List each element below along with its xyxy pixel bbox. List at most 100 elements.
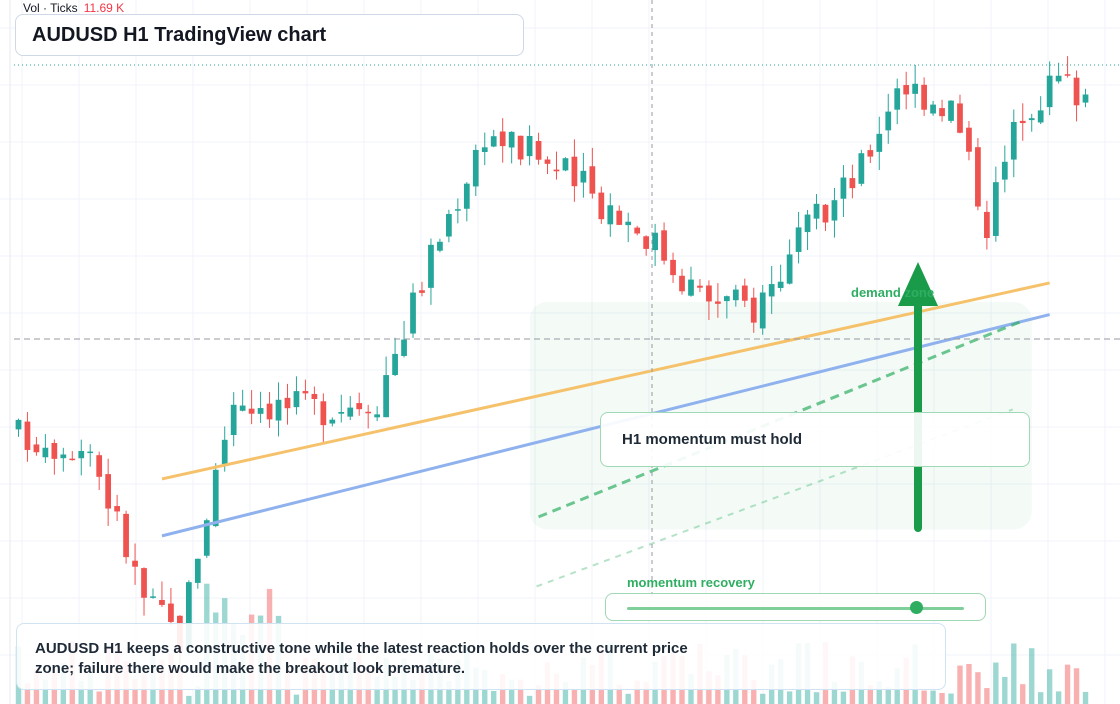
candle-body [481,147,488,152]
candle-body [302,391,309,394]
candle-body [741,285,748,301]
volume-bar [939,692,945,704]
candle-body [876,133,883,152]
candle-body [894,88,901,110]
analysis-note: AUDUSD H1 keeps a constructive tone whil… [16,623,946,690]
volume-legend-label: Vol · Ticks [23,1,78,15]
volume-bar [966,663,972,704]
candle-body [293,391,300,408]
volume-bar [1011,643,1017,704]
candle-body [786,254,793,284]
volume-bar [508,679,515,704]
volume-bar [993,662,999,704]
candle-body [78,450,85,459]
candle-body [688,279,694,296]
volume-bar [840,691,847,704]
candle-body [903,85,910,95]
candle-body [239,405,246,411]
candle-body [1028,118,1035,121]
candle-body [795,227,802,252]
candle-body [230,404,237,436]
candle-body [1001,161,1008,180]
volume-bar [786,691,793,704]
analysis-note-text: AUDUSD H1 keeps a constructive tone whil… [35,640,688,677]
momentum-callout-text: H1 momentum must hold [622,431,803,448]
candle-body [508,131,515,148]
volume-bar [132,678,138,704]
volume-bar [1073,668,1080,704]
candle-body [957,103,963,133]
candle-body [185,582,192,648]
volume-bar [975,672,981,704]
volume-bar [446,681,452,704]
candle-body [732,289,739,301]
candle-body [123,513,129,558]
volume-bar [96,691,102,704]
candle-body [697,285,703,288]
candle-body [966,127,972,152]
candle-body [840,177,847,199]
volume-bar [1055,691,1062,704]
volume-bar [813,692,820,704]
volume-bar [625,693,631,704]
candle-body [670,259,676,276]
candle-body [616,210,623,225]
candle-body [948,100,954,121]
volume-bar [535,685,542,704]
candle-body [930,104,936,114]
volume-bar [876,681,882,704]
volume-bar [867,685,874,704]
candle-body [320,401,327,426]
candle-body [1055,75,1062,82]
candle-body [813,203,820,219]
volume-bar [1020,684,1026,704]
volume-bar [392,676,398,704]
volume-bar [616,684,622,704]
volume-bar [42,679,49,704]
volume-bar [885,687,891,704]
candle-body [212,469,219,527]
candle-body [194,558,201,583]
candle-body [750,297,757,323]
candle-body [517,135,524,160]
candle-body [114,506,120,512]
volume-legend-value: 11.69 K [83,1,125,15]
candle-body [356,403,363,410]
volume-bar [751,679,757,704]
volume-bar [195,686,201,704]
momentum-slider[interactable] [605,593,986,621]
chart-title-box: AUDUSD H1 TradingView chart [15,14,524,56]
volume-bar [1002,676,1008,704]
momentum-slider-track [627,607,964,610]
candle-body [867,150,874,157]
candle-body [87,451,94,454]
candle-body [24,421,31,450]
candle-body [428,244,434,288]
candle-body [535,140,542,160]
candle-body [589,166,596,194]
candle-body [921,84,927,110]
volume-bar [634,680,640,704]
candle-body [723,296,730,302]
volume-bar [1082,691,1089,704]
candle-body [437,241,443,251]
volume-bar [984,688,990,704]
candle-body [401,339,407,356]
candle-body [168,603,174,622]
candle-body [553,169,560,172]
candle-body [679,275,685,292]
volume-bar [948,693,954,704]
momentum-slider-knob[interactable] [910,601,924,614]
volume-bar [831,682,838,704]
volume-bar [921,690,927,704]
volume-bar [78,680,84,704]
candle-body [598,192,605,220]
volume-bar [186,695,192,704]
candle-body [499,131,506,147]
candle-body [858,153,865,184]
candle-body [69,458,76,461]
candle-body [141,568,147,598]
candle-body [634,227,641,234]
volume-bar [1029,648,1035,704]
